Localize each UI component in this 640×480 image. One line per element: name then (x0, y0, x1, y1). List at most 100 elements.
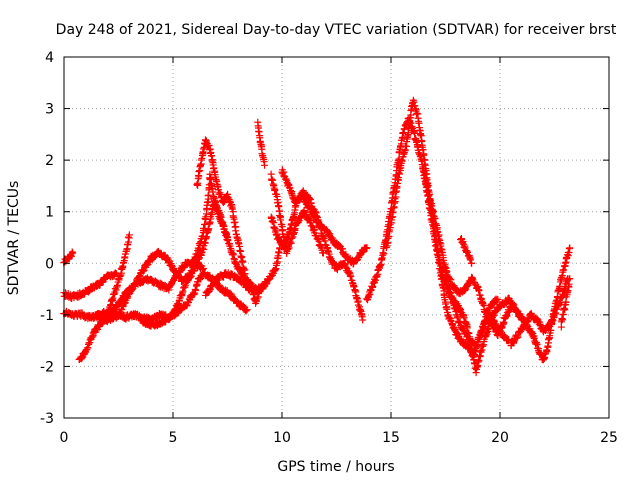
data-point (192, 287, 200, 295)
data-point (66, 253, 74, 261)
data-point (277, 216, 285, 224)
data-point (194, 179, 202, 187)
data-point (109, 294, 117, 302)
data-point (207, 152, 215, 160)
data-point (314, 236, 322, 244)
data-point (564, 287, 572, 295)
series-track-11 (267, 170, 327, 257)
data-point (509, 300, 517, 308)
data-point (273, 259, 281, 267)
data-point (362, 244, 370, 252)
data-point (125, 231, 133, 239)
series-track-17 (441, 268, 502, 339)
data-point (413, 109, 421, 117)
data-point (566, 275, 574, 283)
data-point (195, 168, 203, 176)
data-point (548, 317, 556, 325)
series-track-10 (254, 118, 269, 169)
data-point (210, 164, 218, 172)
data-point (209, 188, 217, 196)
data-point (566, 244, 574, 252)
data-point (199, 145, 207, 153)
data-point (442, 304, 450, 312)
data-point (271, 186, 279, 194)
data-point (196, 161, 204, 169)
data-point (436, 258, 444, 266)
data-point (207, 149, 215, 157)
data-point (436, 239, 444, 247)
series-track-19 (496, 244, 574, 364)
y-tick-label: 4 (45, 50, 54, 66)
data-point (373, 272, 381, 280)
data-point (485, 314, 493, 322)
x-tick-label: 15 (382, 430, 400, 446)
data-point (119, 262, 127, 270)
data-point (172, 305, 180, 313)
y-tick-label: 1 (45, 205, 54, 221)
data-point (174, 301, 182, 309)
data-point (475, 357, 483, 365)
data-point (454, 313, 462, 321)
data-point (319, 249, 327, 257)
data-point (139, 267, 147, 275)
x-tick-label: 20 (491, 430, 509, 446)
data-point (388, 214, 396, 222)
data-point (205, 142, 213, 150)
data-point (232, 227, 240, 235)
data-point (424, 187, 432, 195)
data-point (527, 311, 535, 319)
data-point (324, 247, 332, 255)
data-point (345, 269, 353, 277)
data-point (213, 177, 221, 185)
plot-frame (63, 56, 610, 419)
data-point (398, 157, 406, 165)
data-point (363, 244, 371, 252)
data-point (283, 234, 291, 242)
data-point (282, 175, 290, 183)
data-point (479, 300, 487, 308)
data-point (236, 247, 244, 255)
series-track-1 (60, 248, 77, 267)
data-point (555, 300, 563, 308)
data-point (116, 272, 124, 280)
data-point (441, 263, 449, 271)
data-point (242, 307, 250, 315)
series-track-13 (278, 166, 371, 268)
data-point (450, 304, 458, 312)
data-point (443, 305, 451, 313)
data-point (508, 300, 516, 308)
data-point (478, 295, 486, 303)
data-point (425, 192, 433, 200)
x-tick-label: 5 (169, 430, 178, 446)
data-point (514, 332, 522, 340)
data-point (466, 256, 474, 264)
data-point (468, 259, 476, 267)
x-tick-label: 25 (600, 430, 618, 446)
data-point (440, 278, 448, 286)
data-point (473, 341, 481, 349)
series-track-8 (193, 136, 249, 278)
x-axis-label: GPS time / hours (277, 459, 394, 475)
y-tick-label: -3 (40, 411, 54, 427)
data-point (391, 195, 399, 203)
data-point (494, 295, 502, 303)
series-track-9 (202, 244, 284, 299)
data-point (113, 281, 121, 289)
data-point (469, 352, 477, 360)
data-point (287, 239, 295, 247)
data-point (465, 252, 473, 260)
data-point (560, 266, 568, 274)
data-point (392, 188, 400, 196)
data-points (60, 96, 574, 377)
data-point (561, 259, 569, 267)
data-point (190, 290, 198, 298)
series-track-12 (267, 187, 367, 324)
data-point (84, 344, 92, 352)
data-point (376, 261, 384, 269)
data-point (202, 233, 210, 241)
series-track-5 (93, 170, 231, 326)
data-point (118, 306, 126, 314)
x-tick-label: 10 (273, 430, 291, 446)
data-point (261, 161, 269, 169)
